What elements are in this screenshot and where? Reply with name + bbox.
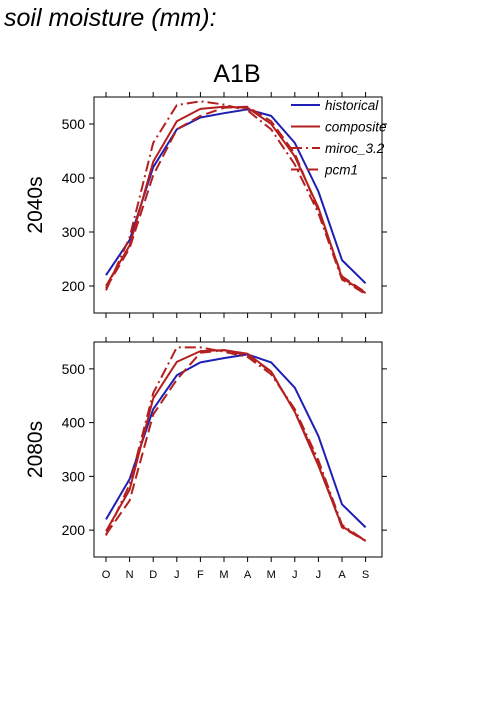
panel-frame: [93, 96, 383, 314]
panel-frame: [93, 341, 383, 558]
x-tick-label: D: [149, 569, 157, 581]
legend-label-miroc-3-2: miroc_3.2: [325, 141, 385, 156]
x-tick-label: M: [219, 569, 228, 581]
legend-label-composite: composite: [325, 120, 387, 135]
series-line-pcm1: [105, 349, 367, 542]
series-line-miroc-3-2: [105, 346, 367, 542]
y-tick-label: 300: [62, 468, 86, 484]
x-tick-label: O: [102, 569, 111, 581]
x-tick-label: S: [362, 569, 369, 581]
page-title: soil moisture (mm):: [4, 4, 217, 32]
panel-label: 2080s: [24, 421, 47, 478]
y-tick-label: 300: [62, 224, 86, 240]
x-tick-label: J: [292, 569, 298, 581]
y-tick-label: 400: [62, 415, 86, 431]
series-line-historical: [105, 108, 367, 285]
x-tick-label: F: [197, 569, 204, 581]
panel-2040s: 200 300 400 500 2040s historical composite miro…: [24, 92, 387, 318]
y-tick-label: 500: [62, 361, 86, 377]
series-line-historical: [105, 353, 367, 529]
legend: historical composite miroc_3.2 pcm1: [291, 98, 387, 178]
x-tick-label: J: [174, 569, 180, 581]
y-tick-label: 200: [62, 522, 86, 538]
series-line-miroc-3-2: [105, 100, 367, 295]
x-tick-label: A: [244, 569, 252, 581]
legend-label-pcm1: pcm1: [324, 163, 358, 178]
y-tick-label: 200: [62, 278, 86, 294]
x-tick-label: M: [267, 569, 276, 581]
panel-2080s: 200 300 400 500 2080s: [24, 337, 387, 562]
x-tick-label: A: [338, 569, 346, 581]
panel-label: 2040s: [24, 176, 47, 233]
legend-label-historical: historical: [325, 98, 379, 113]
series-line-pcm1: [105, 105, 367, 294]
y-tick-label: 400: [62, 170, 86, 186]
x-tick-label: J: [316, 569, 322, 581]
y-tick-label: 500: [62, 116, 86, 132]
chart-title: A1B: [213, 60, 260, 88]
x-tick-label: N: [126, 569, 134, 581]
